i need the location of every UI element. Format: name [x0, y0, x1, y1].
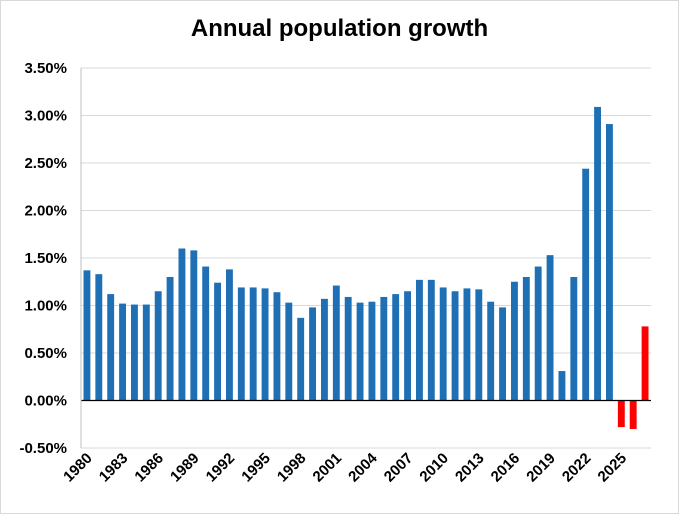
data-bar: [142, 304, 150, 401]
y-tick-label: 0.00%: [24, 393, 67, 410]
data-bar: [594, 106, 602, 401]
data-bar: [499, 307, 507, 401]
data-bar: [309, 307, 317, 401]
projection-bar: [617, 400, 625, 428]
bars: [83, 106, 649, 429]
data-bar: [202, 266, 210, 401]
x-tick-label: 1998: [274, 450, 310, 486]
x-tick-labels: 1980 1983 1986 1989 1992 1995 1998 2001 2004 2007…: [60, 449, 630, 485]
data-bar: [107, 294, 115, 401]
x-tick-label: 2013: [452, 450, 488, 486]
data-bar: [344, 296, 352, 401]
data-bar: [392, 294, 400, 401]
y-tick-label: 2.00%: [24, 203, 67, 220]
data-bar: [475, 289, 483, 401]
data-bar: [522, 277, 530, 401]
data-bar: [237, 287, 245, 401]
data-bar: [95, 274, 103, 401]
data-bar: [297, 317, 305, 401]
data-bar: [605, 124, 613, 401]
data-bar: [534, 266, 542, 401]
y-tick-label: 1.50%: [24, 250, 67, 267]
data-bar: [130, 304, 138, 401]
x-tick-label: 1986: [131, 450, 167, 486]
y-tick-label: 3.50%: [24, 60, 67, 77]
x-tick-label: 2016: [488, 450, 524, 486]
x-tick-label: 2025: [595, 450, 631, 486]
gridlines: [81, 67, 651, 449]
x-tick-label: 2004: [345, 449, 381, 485]
y-tick-label: 1.00%: [24, 298, 67, 315]
x-tick-label: 2010: [416, 450, 452, 486]
x-tick-label: 2001: [310, 450, 346, 486]
data-bar: [119, 303, 127, 401]
y-tick-label: 2.50%: [24, 155, 67, 172]
x-tick-label: 1989: [167, 450, 203, 486]
projection-bar: [629, 400, 637, 429]
y-tick-label: 3.00%: [24, 108, 67, 125]
x-tick-label: 2019: [523, 450, 559, 486]
chart-title: Annual population growth: [190, 15, 489, 42]
y-tick-labels: -0.50% 0.00% 0.50% 1.00% 1.50% 2.00% 2.50% 3.00…: [19, 60, 67, 457]
data-bar: [320, 298, 328, 401]
data-bar: [404, 291, 412, 401]
data-bar: [83, 270, 91, 401]
data-bar: [273, 292, 281, 401]
y-tick-label: -0.50%: [19, 440, 67, 457]
x-tick-label: 2007: [381, 450, 417, 486]
data-bar: [285, 302, 293, 401]
x-tick-label: 2022: [559, 450, 595, 486]
data-bar: [166, 277, 174, 401]
data-bar: [582, 168, 590, 401]
data-bar: [380, 296, 388, 401]
data-bar: [178, 248, 186, 401]
data-bar: [510, 281, 518, 401]
y-tick-label: 0.50%: [24, 345, 67, 362]
data-bar: [356, 302, 364, 401]
data-bar: [249, 287, 257, 401]
x-tick-label: 1995: [238, 450, 274, 486]
data-bar: [570, 277, 578, 401]
data-bar: [463, 288, 471, 401]
data-bar: [451, 291, 459, 401]
data-bar: [546, 255, 554, 401]
data-bar: [190, 250, 198, 401]
data-bar: [558, 371, 566, 401]
data-bar: [214, 282, 222, 401]
axes: [80, 68, 651, 448]
data-bar: [261, 288, 269, 401]
data-bar: [332, 285, 340, 401]
data-bar: [439, 287, 447, 401]
data-bar: [154, 291, 162, 401]
data-bar: [427, 279, 435, 401]
x-tick-label: 1992: [203, 450, 239, 486]
projection-bar: [641, 326, 649, 401]
data-bar: [487, 301, 495, 401]
data-bar: [415, 279, 423, 401]
data-bar: [368, 301, 376, 401]
x-tick-label: 1983: [96, 450, 132, 486]
data-bar: [225, 269, 233, 401]
